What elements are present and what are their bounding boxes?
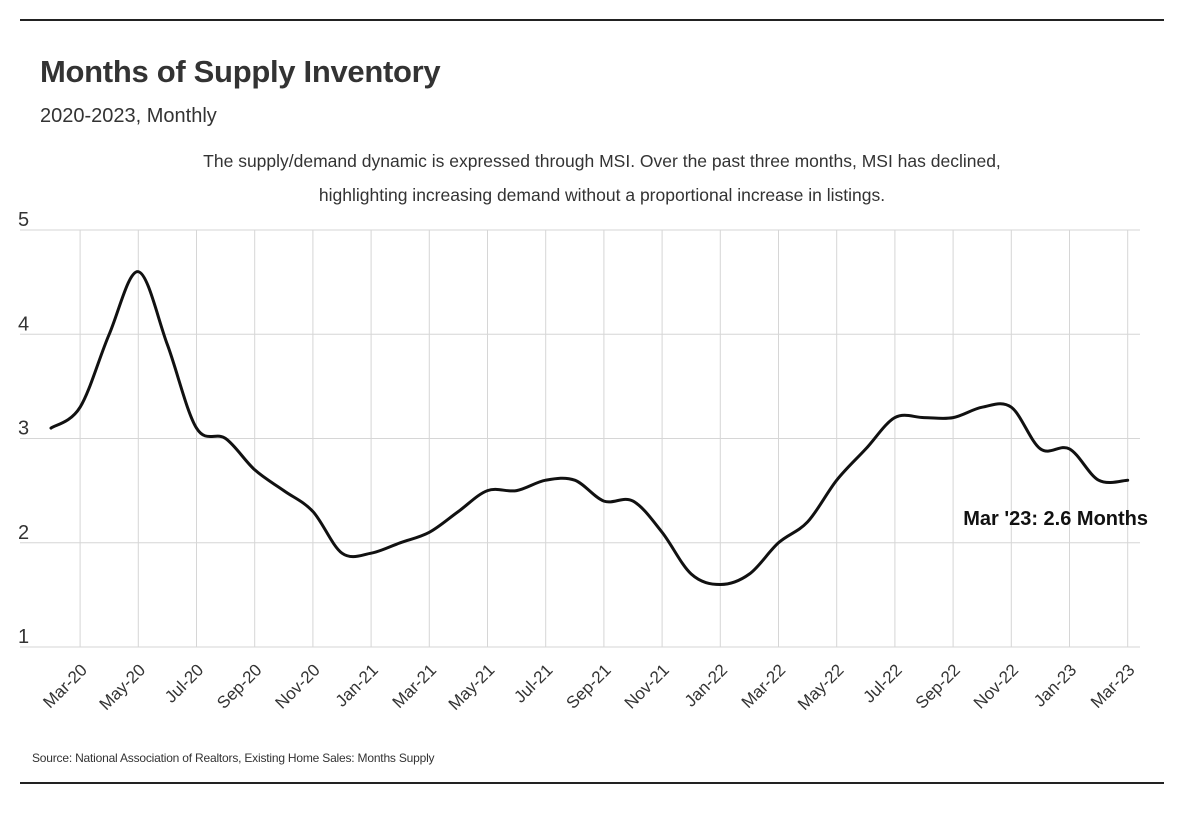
source-note: Source: National Association of Realtors… — [32, 751, 435, 765]
x-tick-label-Jan-23: Jan-23 — [1030, 660, 1080, 710]
data-point-Jun-21 — [515, 489, 519, 493]
x-tick-label-Sep-20: Sep-20 — [213, 660, 265, 712]
x-tick-label-Jul-20: Jul-20 — [161, 660, 207, 706]
bottom-rule — [20, 782, 1164, 784]
grid-lines — [20, 229, 1140, 648]
data-point-Apr-22 — [806, 520, 810, 524]
data-point-Aug-20 — [224, 437, 228, 441]
x-tick-label-Sep-22: Sep-22 — [912, 660, 964, 712]
x-tick-label-Mar-21: Mar-21 — [389, 660, 441, 712]
data-point-Apr-21 — [456, 509, 460, 513]
y-tick-label-4: 4 — [18, 313, 29, 335]
data-point-Oct-21 — [631, 499, 635, 503]
data-point-Dec-22 — [1038, 447, 1042, 451]
data-point-May-21 — [486, 489, 490, 493]
x-tick-label-Mar-22: Mar-22 — [738, 660, 790, 712]
x-tick-label-Nov-21: Nov-21 — [621, 660, 673, 712]
series-layer — [49, 270, 1130, 586]
data-point-Mar-20 — [78, 405, 82, 409]
end-value-label: Mar '23: 2.6 Months — [963, 508, 1148, 530]
data-point-Apr-20 — [107, 332, 111, 336]
data-point-Mar-21 — [427, 530, 431, 534]
data-point-Jul-22 — [893, 416, 897, 420]
x-tick-label-May-22: May-22 — [794, 660, 848, 714]
y-tick-label-1: 1 — [18, 626, 29, 648]
data-point-Aug-22 — [922, 416, 926, 420]
annotation-line-1: The supply/demand dynamic is expressed t… — [203, 151, 1001, 171]
y-tick-label-2: 2 — [18, 522, 29, 544]
data-label-layer: Mar '23: 2.6 Months — [963, 508, 1148, 530]
y-tick-label-3: 3 — [18, 418, 29, 440]
x-tick-label-Jan-22: Jan-22 — [681, 660, 731, 710]
data-point-Feb-21 — [398, 541, 402, 545]
y-tick-label-5: 5 — [18, 209, 29, 231]
annotation-line-2: highlighting increasing demand without a… — [318, 185, 886, 205]
chart-annotation: The supply/demand dynamic is expressed t… — [100, 144, 1104, 212]
data-point-Sep-21 — [602, 499, 606, 503]
y-axis-ticks: 1 2 3 4 5 — [18, 209, 29, 648]
top-rule — [20, 19, 1164, 21]
data-point-Oct-22 — [980, 405, 984, 409]
data-point-Mar-23 — [1126, 478, 1130, 482]
data-point-Nov-21 — [660, 530, 664, 534]
x-axis-ticks: Mar-20 May-20 Jul-20 Sep-20 Nov-20 Jan-21 Mar-… — [39, 660, 1138, 714]
data-point-Feb-22 — [747, 572, 751, 576]
data-point-Dec-20 — [340, 551, 344, 555]
x-tick-label-May-20: May-20 — [96, 660, 150, 714]
data-point-Nov-22 — [1009, 405, 1013, 409]
data-point-Jan-23 — [1068, 447, 1072, 451]
data-point-Jun-22 — [864, 447, 868, 451]
data-point-Jun-20 — [165, 343, 169, 347]
x-tick-label-Mar-23: Mar-23 — [1087, 660, 1139, 712]
x-tick-label-Nov-20: Nov-20 — [272, 660, 324, 712]
x-tick-label-Sep-21: Sep-21 — [563, 660, 615, 712]
data-point-Jul-20 — [195, 426, 199, 430]
data-point-Sep-20 — [253, 468, 257, 472]
chart-subtitle: 2020-2023, Monthly — [40, 105, 217, 127]
x-tick-label-Jul-22: Jul-22 — [860, 660, 906, 706]
series-line-months-supply — [49, 270, 1130, 586]
x-tick-label-Jan-21: Jan-21 — [332, 660, 382, 710]
x-tick-label-Nov-22: Nov-22 — [970, 660, 1022, 712]
data-point-Oct-20 — [282, 489, 286, 493]
chart-title: Months of Supply Inventory — [40, 54, 441, 89]
data-point-Sep-22 — [951, 416, 955, 420]
data-point-Nov-20 — [311, 509, 315, 513]
x-tick-label-Jul-21: Jul-21 — [510, 660, 556, 706]
data-point-Jul-21 — [544, 478, 548, 482]
data-point-Aug-21 — [573, 478, 577, 482]
data-point-Dec-21 — [689, 572, 693, 576]
data-point-Mar-22 — [777, 541, 781, 545]
data-point-May-20 — [136, 270, 140, 274]
data-point-Jan-22 — [718, 582, 722, 586]
data-point-Jan-21 — [369, 551, 373, 555]
x-tick-label-Mar-20: Mar-20 — [39, 660, 91, 712]
x-tick-label-May-21: May-21 — [445, 660, 499, 714]
data-point-Feb-23 — [1097, 478, 1101, 482]
data-point-May-22 — [835, 478, 839, 482]
data-point-Feb-20 — [49, 426, 53, 430]
